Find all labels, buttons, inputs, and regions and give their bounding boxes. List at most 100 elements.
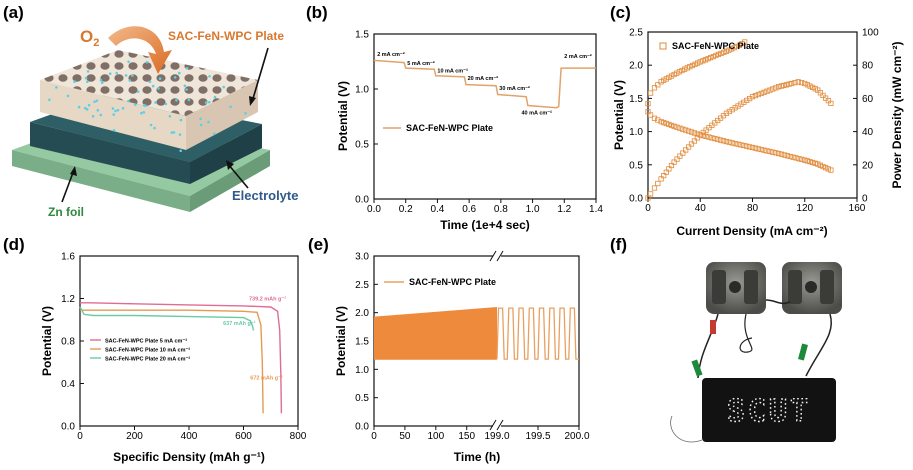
panel-c-ytick-label: 0.0 bbox=[629, 194, 643, 205]
electrolyte-edge-front bbox=[30, 122, 190, 184]
battery-right bbox=[782, 262, 842, 314]
panel-c-ytick-label: 0.5 bbox=[629, 160, 643, 171]
panel-b-ytick-label: 1.5 bbox=[355, 30, 369, 41]
panel-b-label: (b) bbox=[306, 3, 328, 22]
panel-a: (a) O2 SAC-FeN-WPC Plate Electrolyte Zn … bbox=[3, 3, 298, 219]
catalyst-dot bbox=[140, 111, 143, 115]
catalyst-dot bbox=[134, 103, 137, 106]
panel-c-ytick-label: 2.0 bbox=[629, 61, 643, 72]
panel-c-marker-series-1 bbox=[761, 147, 767, 153]
catalyst-dot bbox=[116, 108, 120, 112]
panel-e-ytick-label: 2.0 bbox=[355, 308, 369, 319]
catalyst-dot bbox=[73, 80, 76, 83]
panel-c-marker-series-0 bbox=[721, 49, 727, 55]
panel-c-marker-series-2 bbox=[674, 156, 680, 162]
zn-pointer-head bbox=[70, 166, 77, 176]
panel-d-xtick-label: 800 bbox=[290, 431, 307, 442]
panel-c-marker-series-0 bbox=[692, 61, 698, 67]
electrolyte-label: Electrolyte bbox=[232, 188, 298, 203]
panel-c-marker-series-1 bbox=[655, 117, 661, 123]
panel-c-ytick-label: 1.5 bbox=[629, 94, 643, 105]
catalyst-dot bbox=[158, 77, 162, 80]
panel-c-marker-series-2 bbox=[663, 169, 669, 175]
panel-c-marker-series-2 bbox=[668, 162, 675, 169]
catalyst-dot bbox=[187, 98, 191, 102]
panel-c-marker-series-1 bbox=[752, 145, 759, 151]
plate-edge-side bbox=[186, 80, 258, 150]
panel-e-xlabel: Time (h) bbox=[454, 450, 500, 464]
panel-c-ylabel: Potential (V) bbox=[612, 80, 626, 150]
clip-left bbox=[691, 359, 703, 377]
panel-c-marker-series-1 bbox=[674, 124, 680, 130]
catalyst-dot bbox=[204, 101, 208, 104]
panel-c-marker-series-1 bbox=[680, 126, 686, 132]
panel-d-ticks: 0 200 400 600 800 0.0 0.4 0.8 1.2 1.6 bbox=[61, 252, 307, 443]
catalyst-dot bbox=[144, 104, 147, 107]
panel-c-marker-series-2 bbox=[655, 180, 661, 187]
led-board bbox=[702, 378, 836, 442]
panel-d-annotations: 739.2 mAh g⁻¹ 637 mAh g⁻¹ 672 mAh g⁻¹ bbox=[223, 296, 286, 382]
catalyst-dot bbox=[115, 71, 118, 75]
panel-c-marker-series-1 bbox=[688, 129, 695, 135]
panel-d: (d) 0 200 400 600 800 0.0 0.4 0.8 1.2 1.6 SAC-FeN… bbox=[3, 235, 307, 464]
zn-foil-edge-front bbox=[12, 150, 190, 212]
catalyst-dot bbox=[208, 75, 211, 78]
catalyst-dot bbox=[131, 74, 134, 77]
catalyst-dot bbox=[168, 115, 172, 118]
panel-c-marker-series-1 bbox=[691, 130, 698, 136]
panel-c-marker-series-1 bbox=[815, 161, 821, 167]
panel-b-xtick-label: 1.2 bbox=[557, 204, 571, 215]
catalyst-dot bbox=[99, 78, 103, 82]
panel-c-marker-series-1 bbox=[764, 148, 770, 154]
battery-left bbox=[706, 262, 766, 314]
panel-c-marker-series-1 bbox=[671, 123, 677, 129]
panel-c-y2label: Power Density (mW cm⁻²) bbox=[890, 41, 904, 188]
wire-right bbox=[805, 313, 832, 377]
panel-c-marker-series-2 bbox=[761, 89, 767, 95]
panel-f-label: (f) bbox=[610, 235, 627, 254]
catalyst-dot bbox=[154, 101, 157, 104]
panel-c-marker-series-2 bbox=[767, 87, 773, 93]
panel-c-marker-series-2 bbox=[732, 105, 738, 111]
panel-c-marker-series-2 bbox=[752, 93, 759, 99]
panel-e-cycles-line bbox=[496, 307, 579, 360]
panel-b-ytick-label: 0.0 bbox=[355, 195, 369, 206]
panel-c-label: (c) bbox=[610, 3, 631, 22]
panel-c-marker-series-1 bbox=[645, 101, 651, 107]
panel-c-marker-series-1 bbox=[793, 155, 799, 161]
panel-e-xtick-label: 199.0 bbox=[484, 431, 509, 442]
panel-c-marker-series-1 bbox=[784, 153, 790, 159]
panel-c-marker-series-2 bbox=[723, 110, 730, 116]
catalyst-dot bbox=[145, 60, 149, 64]
catalyst-dot bbox=[85, 108, 89, 111]
panel-b-axes bbox=[373, 33, 597, 200]
catalyst-dot bbox=[157, 87, 160, 90]
panel-c-marker-series-1 bbox=[744, 143, 750, 149]
panel-e-legend-text: SAC-FeN-WPC Plate bbox=[409, 277, 496, 287]
panel-b-xtick-label: 1.0 bbox=[526, 204, 540, 215]
panel-c-marker-series-2 bbox=[795, 79, 801, 85]
panel-c-xtick-label: 160 bbox=[849, 203, 866, 214]
catalyst-dot bbox=[127, 60, 130, 64]
panel-d-legend-text: SAC-FeN-WPC Plate 10 mA cm⁻² bbox=[105, 346, 190, 353]
panel-c-xtick-label: 80 bbox=[747, 203, 759, 214]
panel-c-marker-series-2 bbox=[744, 97, 750, 103]
panel-c-marker-series-1 bbox=[712, 135, 718, 142]
panel-d-xtick-label: 600 bbox=[235, 431, 252, 442]
panel-c-marker-series-2 bbox=[755, 91, 761, 98]
catalyst-dot bbox=[207, 120, 210, 124]
panel-c-marker-series-1 bbox=[683, 127, 689, 133]
panel-c-marker-series-1 bbox=[820, 163, 826, 170]
plate-top bbox=[40, 50, 258, 116]
panel-c-marker-series-0 bbox=[668, 73, 675, 79]
panel-f: (f) SCUT bbox=[610, 235, 842, 443]
panel-d-annotation: 739.2 mAh g⁻¹ bbox=[249, 296, 286, 303]
panel-c-marker-series-1 bbox=[807, 159, 813, 165]
catalyst-dot bbox=[178, 133, 182, 136]
panel-c-marker-series-1 bbox=[663, 120, 669, 127]
panel-c-marker-series-2 bbox=[677, 153, 683, 159]
panel-c-marker-series-1 bbox=[790, 154, 796, 160]
panel-c-marker-series-2 bbox=[781, 82, 787, 89]
panel-c-marker-series-2 bbox=[770, 86, 776, 92]
